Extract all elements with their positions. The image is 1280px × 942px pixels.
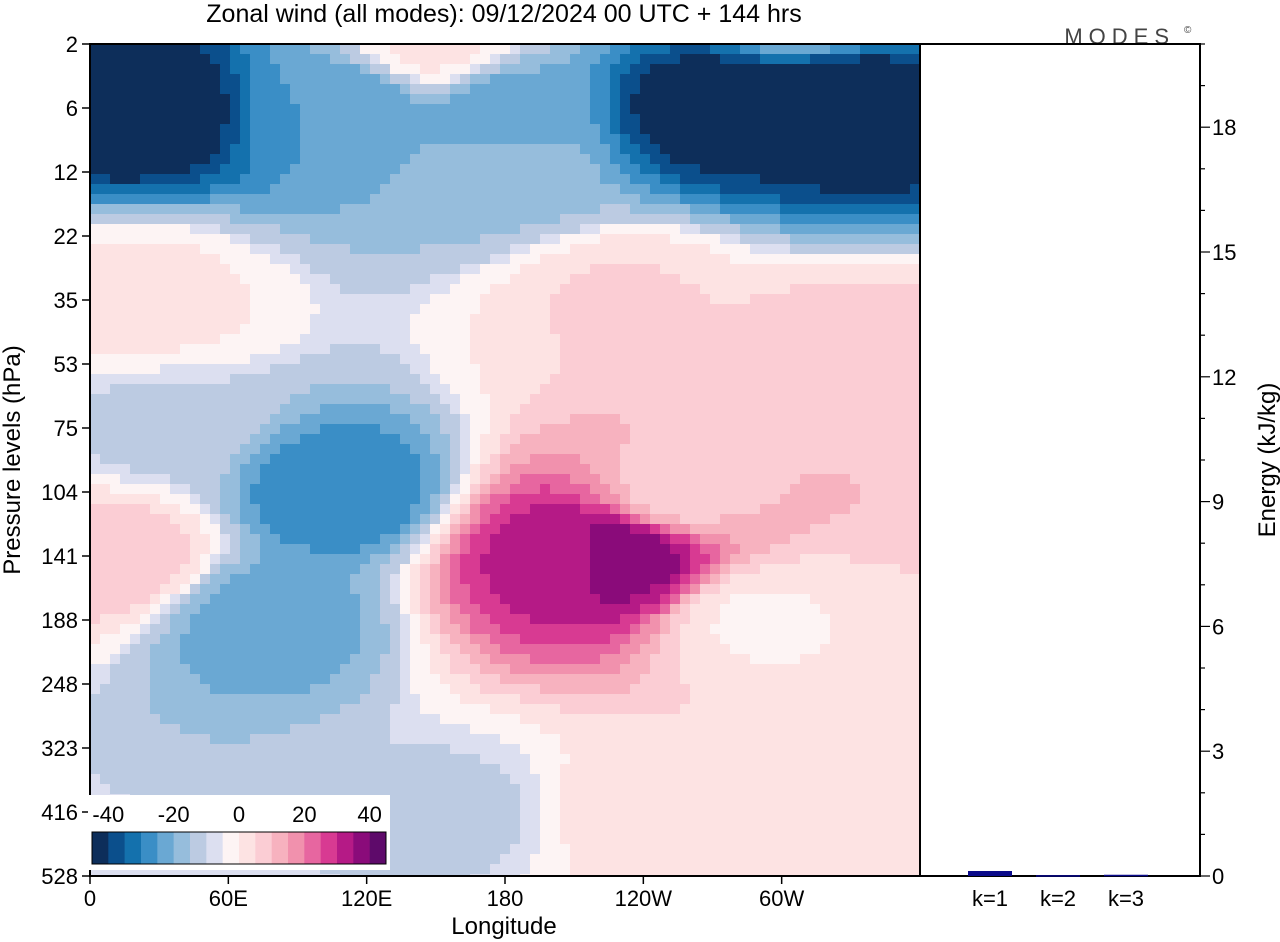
x-tick-label: 120E [341, 886, 392, 911]
y-tick-label: 2 [66, 32, 78, 57]
wind-field [90, 44, 920, 876]
energy-tick-label: 3 [1212, 739, 1224, 764]
colorbar-swatch [320, 832, 338, 864]
y-tick-label: 188 [41, 608, 78, 633]
energy-tick-label: 18 [1212, 115, 1236, 140]
colorbar-tick-label: -20 [158, 802, 190, 827]
colorbar: -40 -20 0 20 40 [88, 795, 390, 870]
energy-bar-label: k=2 [1040, 886, 1076, 911]
colorbar-swatch [190, 832, 207, 864]
x-tick-label: 0 [84, 886, 96, 911]
x-axis: 0 60E 120E 180 120W 60W [84, 876, 805, 911]
copyright-mark: © [1184, 25, 1192, 36]
energy-axis-label: Energy (kJ/kg) [1254, 383, 1280, 538]
colorbar-swatch [206, 832, 223, 864]
colorbar-tick-label: 20 [292, 802, 316, 827]
y-tick-label: 528 [41, 864, 78, 889]
colorbar-swatch [124, 832, 142, 864]
energy-tick-label: 9 [1212, 490, 1224, 515]
y-tick-label: 35 [54, 288, 78, 313]
y-tick-label: 141 [41, 544, 78, 569]
y-tick-label: 75 [54, 416, 78, 441]
chart-title: Zonal wind (all modes): 09/12/2024 00 UT… [206, 0, 801, 28]
colorbar-swatch [108, 832, 125, 864]
y-axis-label: Pressure levels (hPa) [0, 345, 26, 574]
energy-y-axis: 0 3 6 9 12 15 18 [1200, 43, 1236, 889]
colorbar-swatch [173, 832, 191, 864]
energy-bar [968, 871, 1012, 876]
x-axis-label: Longitude [451, 913, 556, 940]
colorbar-tick-label: 40 [357, 802, 381, 827]
colorbar-swatch [92, 832, 109, 864]
y-axis: 2 6 12 22 35 53 75 104 141 188 248 323 416 528 [41, 32, 90, 889]
energy-tick-label: 12 [1212, 365, 1236, 390]
energy-bar-label: k=3 [1108, 886, 1144, 911]
colorbar-swatch [141, 832, 158, 864]
energy-bar-label: k=1 [972, 886, 1008, 911]
energy-bar-panel [919, 43, 1201, 877]
colorbar-swatch [337, 832, 354, 864]
colorbar-tick-label: -40 [92, 802, 124, 827]
y-tick-label: 323 [41, 736, 78, 761]
colorbar-swatch [288, 832, 305, 864]
colorbar-swatch [304, 832, 321, 864]
energy-bars: k=1 k=2 k=3 [968, 871, 1148, 911]
colorbar-swatch [239, 832, 256, 864]
colorbar-swatch [369, 832, 387, 864]
y-tick-label: 104 [41, 480, 78, 505]
x-tick-label: 120W [615, 886, 673, 911]
energy-frame [919, 43, 1201, 877]
colorbar-frame [91, 831, 387, 865]
colorbar-swatch [353, 832, 370, 864]
energy-bar [1036, 875, 1080, 877]
x-tick-label: 180 [487, 886, 524, 911]
colorbar-swatch [157, 832, 174, 864]
y-tick-label: 22 [54, 224, 78, 249]
colorbar-swatch [271, 832, 289, 864]
x-tick-label: 60W [759, 886, 804, 911]
energy-tick-label: 0 [1212, 864, 1224, 889]
y-tick-label: 416 [41, 800, 78, 825]
colorbar-swatch [222, 832, 240, 864]
y-tick-label: 248 [41, 672, 78, 697]
x-tick-label: 60E [209, 886, 248, 911]
y-tick-label: 12 [54, 160, 78, 185]
energy-bar [1104, 874, 1148, 877]
colorbar-tick-label: 0 [233, 802, 245, 827]
energy-tick-label: 15 [1212, 240, 1236, 265]
y-tick-label: 6 [66, 96, 78, 121]
y-tick-label: 53 [54, 352, 78, 377]
colorbar-swatch [255, 832, 272, 864]
energy-tick-label: 6 [1212, 614, 1224, 639]
